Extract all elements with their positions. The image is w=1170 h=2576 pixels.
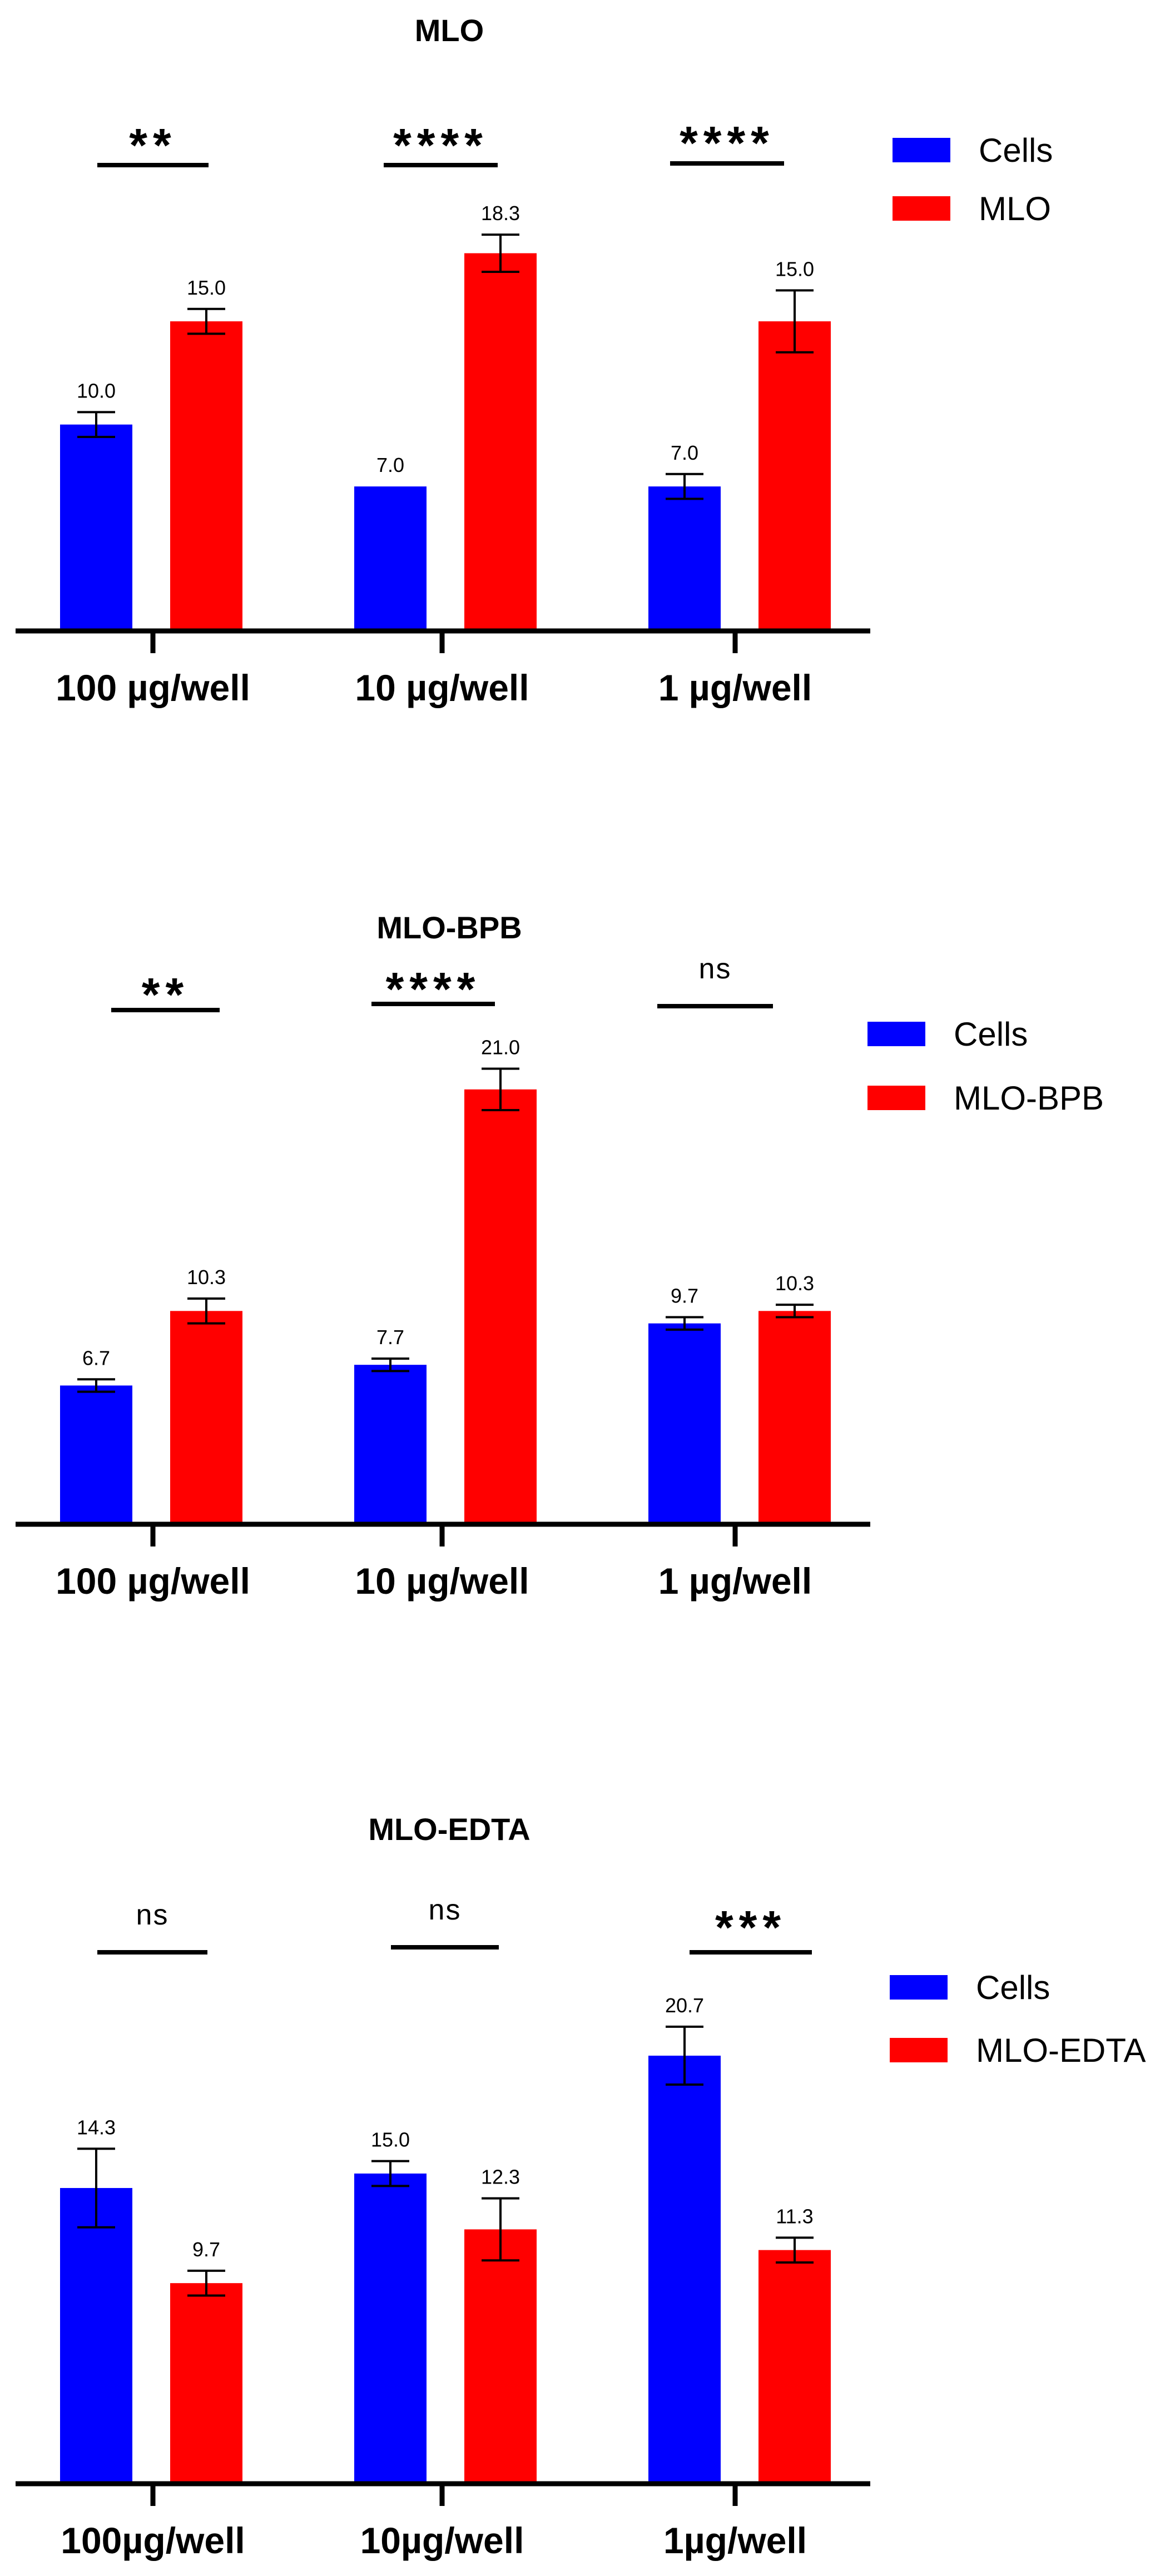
legend-swatch-mlo-bpb <box>867 1086 925 1110</box>
x-tick-label: 1 µg/well <box>658 667 812 708</box>
x-tick-label: 1 µg/well <box>658 1560 812 1602</box>
data-label: 9.7 <box>671 1285 698 1307</box>
legend-label: Cells <box>979 132 1053 169</box>
error-bar <box>77 411 115 438</box>
error-bar <box>187 307 225 335</box>
significance-label: ns <box>136 1899 169 1931</box>
data-label: 15.0 <box>187 276 226 299</box>
significance-label: ** <box>129 119 176 171</box>
legend-swatch-cells <box>890 1975 948 2000</box>
bar-cells-3 <box>648 486 721 631</box>
error-bar <box>776 1304 814 1319</box>
significance-label: ns <box>699 953 732 985</box>
significance-label: ns <box>429 1894 462 1926</box>
bar-mlo-2 <box>464 253 537 631</box>
data-label: 7.0 <box>376 454 404 476</box>
legend-label: MLO-BPB <box>954 1080 1104 1117</box>
error-bar <box>371 2160 409 2187</box>
bar-cells-1 <box>60 2188 132 2484</box>
bar-mlo-edta-3 <box>758 2250 831 2484</box>
data-label: 20.7 <box>665 1994 704 2017</box>
error-bar <box>371 1357 409 1372</box>
bar-cells-1 <box>60 424 132 631</box>
error-bar <box>666 473 703 500</box>
data-label: 10.3 <box>775 1272 814 1295</box>
bar-mlo-edta-1 <box>170 2283 242 2484</box>
bar-cells-2 <box>354 1365 427 1524</box>
bar-mlo-edta-2 <box>464 2229 537 2484</box>
bar-mlo-bpb-3 <box>758 1311 831 1524</box>
legend-swatch-cells <box>893 138 950 162</box>
legend: Cells MLO-EDTA <box>890 1969 1146 2069</box>
legend-label: Cells <box>954 1016 1028 1053</box>
bar-mlo-3 <box>758 321 831 631</box>
legend: Cells MLO <box>893 132 1053 227</box>
data-label: 15.0 <box>371 2129 410 2151</box>
legend-swatch-mlo-edta <box>890 2038 948 2062</box>
significance-label: **** <box>386 963 481 1015</box>
error-bar <box>77 2147 115 2229</box>
significance-label: ** <box>142 968 189 1021</box>
data-label: 7.0 <box>671 441 698 464</box>
chart-title: MLO-EDTA <box>368 1812 530 1847</box>
data-label: 12.3 <box>481 2166 520 2189</box>
error-bar <box>187 2269 225 2297</box>
error-bar <box>666 1316 703 1331</box>
legend-label: MLO-EDTA <box>976 2032 1146 2069</box>
error-bar <box>482 1067 519 1111</box>
data-label: 10.3 <box>187 1266 226 1289</box>
bar-cells-3 <box>648 1323 721 1524</box>
data-label: 9.7 <box>192 2238 220 2261</box>
bar-cells-2 <box>354 2174 427 2484</box>
significance-label: **** <box>393 119 488 171</box>
error-bar <box>187 1297 225 1325</box>
x-tick-label: 10 µg/well <box>355 667 529 708</box>
data-label: 14.3 <box>77 2116 116 2139</box>
legend-swatch-mlo <box>893 196 950 221</box>
x-tick-label: 100µg/well <box>61 2520 245 2561</box>
chart-panel-3: MLO-EDTA 14.3 15.0 20.7 9.7 12.3 11.3 100µg/wel… <box>16 1812 1146 2561</box>
significance-label: **** <box>680 117 775 169</box>
bar-cells-2 <box>354 486 427 631</box>
chart-panel-1: MLO 10.0 7.0 7.0 15.0 18.3 15.0 100 µg/well 10 µ… <box>16 13 1053 708</box>
data-label: 15.0 <box>775 257 814 280</box>
significance-label: *** <box>715 1901 786 1953</box>
legend-swatch-cells <box>867 1022 925 1046</box>
bar-mlo-bpb-1 <box>170 1311 242 1524</box>
chart-panel-2: MLO-BPB 6.7 7.7 9.7 10.3 21.0 10.3 100 µg/well 1… <box>16 910 1104 1602</box>
data-label: 11.3 <box>776 2205 813 2227</box>
chart-title: MLO-BPB <box>376 910 522 945</box>
bar-mlo-1 <box>170 321 242 631</box>
error-bar <box>482 2197 519 2262</box>
legend-label: MLO <box>979 190 1051 227</box>
bar-cells-1 <box>60 1385 132 1524</box>
error-bar <box>482 233 519 273</box>
x-tick-label: 100 µg/well <box>56 667 250 708</box>
legend-label: Cells <box>976 1969 1050 2006</box>
x-tick-label: 100 µg/well <box>56 1560 250 1602</box>
error-bar <box>77 1378 115 1393</box>
data-label: 21.0 <box>481 1036 520 1059</box>
error-bar <box>776 289 814 354</box>
data-label: 6.7 <box>82 1346 110 1369</box>
data-label: 18.3 <box>481 202 520 225</box>
error-bar <box>666 2025 703 2086</box>
bar-cells-3 <box>648 2055 721 2484</box>
data-label: 7.7 <box>376 1326 404 1349</box>
x-tick-label: 10 µg/well <box>355 1560 529 1602</box>
error-bar <box>776 2236 814 2264</box>
x-tick-label: 10µg/well <box>360 2520 524 2561</box>
bar-mlo-bpb-2 <box>464 1089 537 1524</box>
chart-title: MLO <box>415 13 484 48</box>
x-tick-label: 1µg/well <box>663 2520 807 2561</box>
data-label: 10.0 <box>77 379 116 402</box>
legend: Cells MLO-BPB <box>867 1016 1104 1117</box>
